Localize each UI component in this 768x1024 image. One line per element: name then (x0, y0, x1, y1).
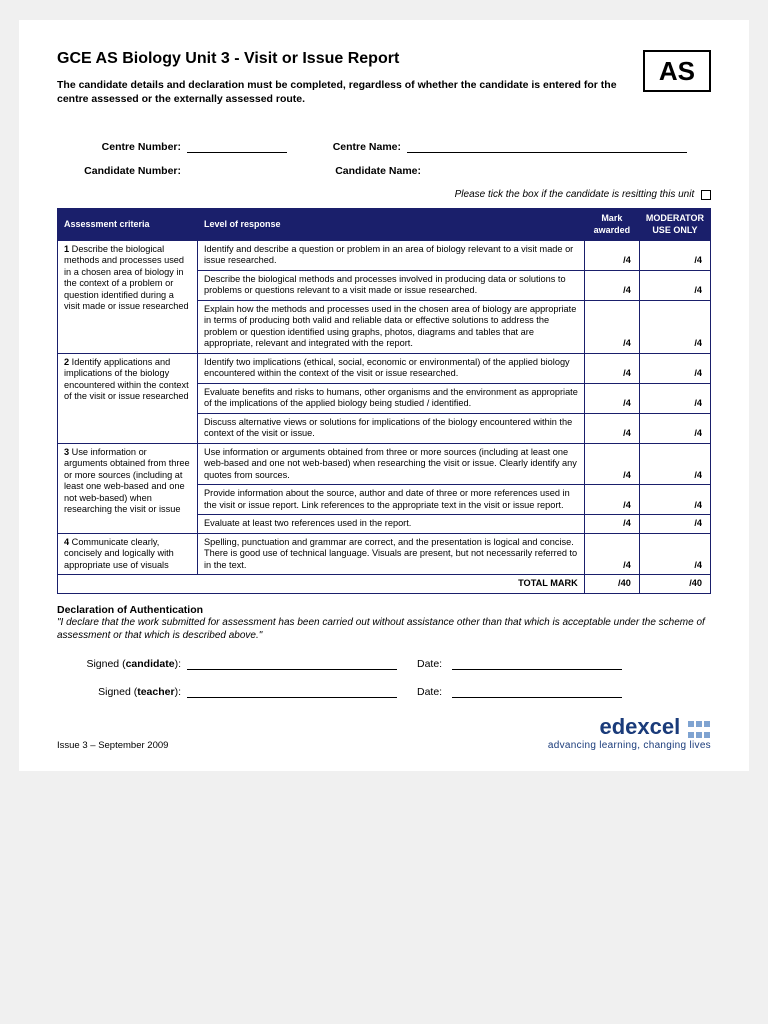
moderator-cell[interactable]: /4 (639, 383, 710, 413)
level-cell: Use information or arguments obtained fr… (198, 443, 585, 485)
field-row-1: Centre Number: Centre Name: (57, 141, 711, 153)
level-cell: Identify and describe a question or prob… (198, 240, 585, 270)
signed-teacher-input[interactable] (187, 686, 397, 698)
mark-cell[interactable]: /4 (584, 515, 639, 534)
date-candidate-input[interactable] (452, 658, 622, 670)
mark-cell[interactable]: /4 (584, 413, 639, 443)
mark-cell[interactable]: /4 (584, 443, 639, 485)
date-label-2: Date: (397, 686, 452, 698)
th-criteria: Assessment criteria (58, 209, 198, 241)
mark-cell[interactable]: /4 (584, 300, 639, 353)
centre-name-label: Centre Name: (317, 141, 407, 153)
th-level: Level of response (198, 209, 585, 241)
as-badge: AS (643, 50, 711, 92)
level-cell: Describe the biological methods and proc… (198, 270, 585, 300)
issue-text: Issue 3 – September 2009 (57, 740, 168, 751)
criteria-cell: 4 Communicate clearly, concisely and log… (58, 533, 198, 575)
centre-name-input[interactable] (407, 141, 687, 153)
mark-cell[interactable]: /4 (584, 270, 639, 300)
level-cell: Evaluate at least two references used in… (198, 515, 585, 534)
signed-teacher-label: Signed (teacher): (57, 686, 187, 698)
level-cell: Explain how the methods and processes us… (198, 300, 585, 353)
date-label-1: Date: (397, 658, 452, 670)
total-mod: /40 (639, 575, 710, 594)
logo-tagline: advancing learning, changing lives (548, 740, 711, 751)
criteria-cell: 1 Describe the biological methods and pr… (58, 240, 198, 353)
th-mark: Mark awarded (584, 209, 639, 241)
rubric-table: Assessment criteria Level of response Ma… (57, 208, 711, 594)
mark-cell[interactable]: /4 (584, 383, 639, 413)
mark-cell[interactable]: /4 (584, 485, 639, 515)
table-row: 3 Use information or arguments obtained … (58, 443, 711, 485)
moderator-cell[interactable]: /4 (639, 300, 710, 353)
date-teacher-input[interactable] (452, 686, 622, 698)
moderator-cell[interactable]: /4 (639, 485, 710, 515)
table-row: 1 Describe the biological methods and pr… (58, 240, 711, 270)
level-cell: Identify two implications (ethical, soci… (198, 353, 585, 383)
resit-row: Please tick the box if the candidate is … (57, 189, 711, 200)
candidate-number-label: Candidate Number: (57, 165, 187, 177)
moderator-cell[interactable]: /4 (639, 443, 710, 485)
criteria-cell: 3 Use information or arguments obtained … (58, 443, 198, 533)
sig-row-teacher: Signed (teacher): Date: (57, 686, 711, 698)
mark-cell[interactable]: /4 (584, 353, 639, 383)
moderator-cell[interactable]: /4 (639, 533, 710, 575)
field-row-2: Candidate Number: Candidate Name: (57, 165, 711, 177)
moderator-cell[interactable]: /4 (639, 353, 710, 383)
total-label: TOTAL MARK (198, 575, 585, 594)
level-cell: Spelling, punctuation and grammar are co… (198, 533, 585, 575)
edexcel-logo: edexcel advancing learning, changing liv… (548, 714, 711, 751)
sig-row-candidate: Signed (candidate): Date: (57, 658, 711, 670)
moderator-cell[interactable]: /4 (639, 413, 710, 443)
header-row: GCE AS Biology Unit 3 - Visit or Issue R… (57, 50, 711, 126)
candidate-name-input[interactable] (427, 165, 707, 177)
page-title: GCE AS Biology Unit 3 - Visit or Issue R… (57, 50, 623, 68)
resit-note: Please tick the box if the candidate is … (455, 189, 695, 200)
candidate-name-label: Candidate Name: (317, 165, 427, 177)
page: GCE AS Biology Unit 3 - Visit or Issue R… (19, 20, 749, 771)
table-row: 2 Identify applications and implications… (58, 353, 711, 383)
footer: Issue 3 – September 2009 edexcel advanci… (57, 714, 711, 751)
signed-candidate-label: Signed (candidate): (57, 658, 187, 670)
total-row: TOTAL MARK/40/40 (58, 575, 711, 594)
signed-candidate-input[interactable] (187, 658, 397, 670)
moderator-cell[interactable]: /4 (639, 240, 710, 270)
resit-checkbox[interactable] (701, 190, 711, 200)
level-cell: Discuss alternative views or solutions f… (198, 413, 585, 443)
level-cell: Evaluate benefits and risks to humans, o… (198, 383, 585, 413)
declaration-text: "I declare that the work submitted for a… (57, 616, 711, 642)
logo-name: edexcel (599, 714, 680, 739)
mark-cell[interactable]: /4 (584, 240, 639, 270)
moderator-cell[interactable]: /4 (639, 515, 710, 534)
criteria-cell: 2 Identify applications and implications… (58, 353, 198, 443)
centre-number-input[interactable] (187, 141, 287, 153)
mark-cell[interactable]: /4 (584, 533, 639, 575)
title-area: GCE AS Biology Unit 3 - Visit or Issue R… (57, 50, 643, 126)
table-row: 4 Communicate clearly, concisely and log… (58, 533, 711, 575)
th-mod: MODERATOR USE ONLY (639, 209, 710, 241)
table-header-row: Assessment criteria Level of response Ma… (58, 209, 711, 241)
logo-dots-icon (687, 720, 711, 742)
subtitle: The candidate details and declaration mu… (57, 78, 623, 106)
candidate-fields: Centre Number: Centre Name: Candidate Nu… (57, 141, 711, 200)
candidate-number-input[interactable] (187, 165, 287, 177)
total-mark: /40 (584, 575, 639, 594)
level-cell: Provide information about the source, au… (198, 485, 585, 515)
centre-number-label: Centre Number: (57, 141, 187, 153)
declaration-heading: Declaration of Authentication (57, 604, 711, 616)
moderator-cell[interactable]: /4 (639, 270, 710, 300)
